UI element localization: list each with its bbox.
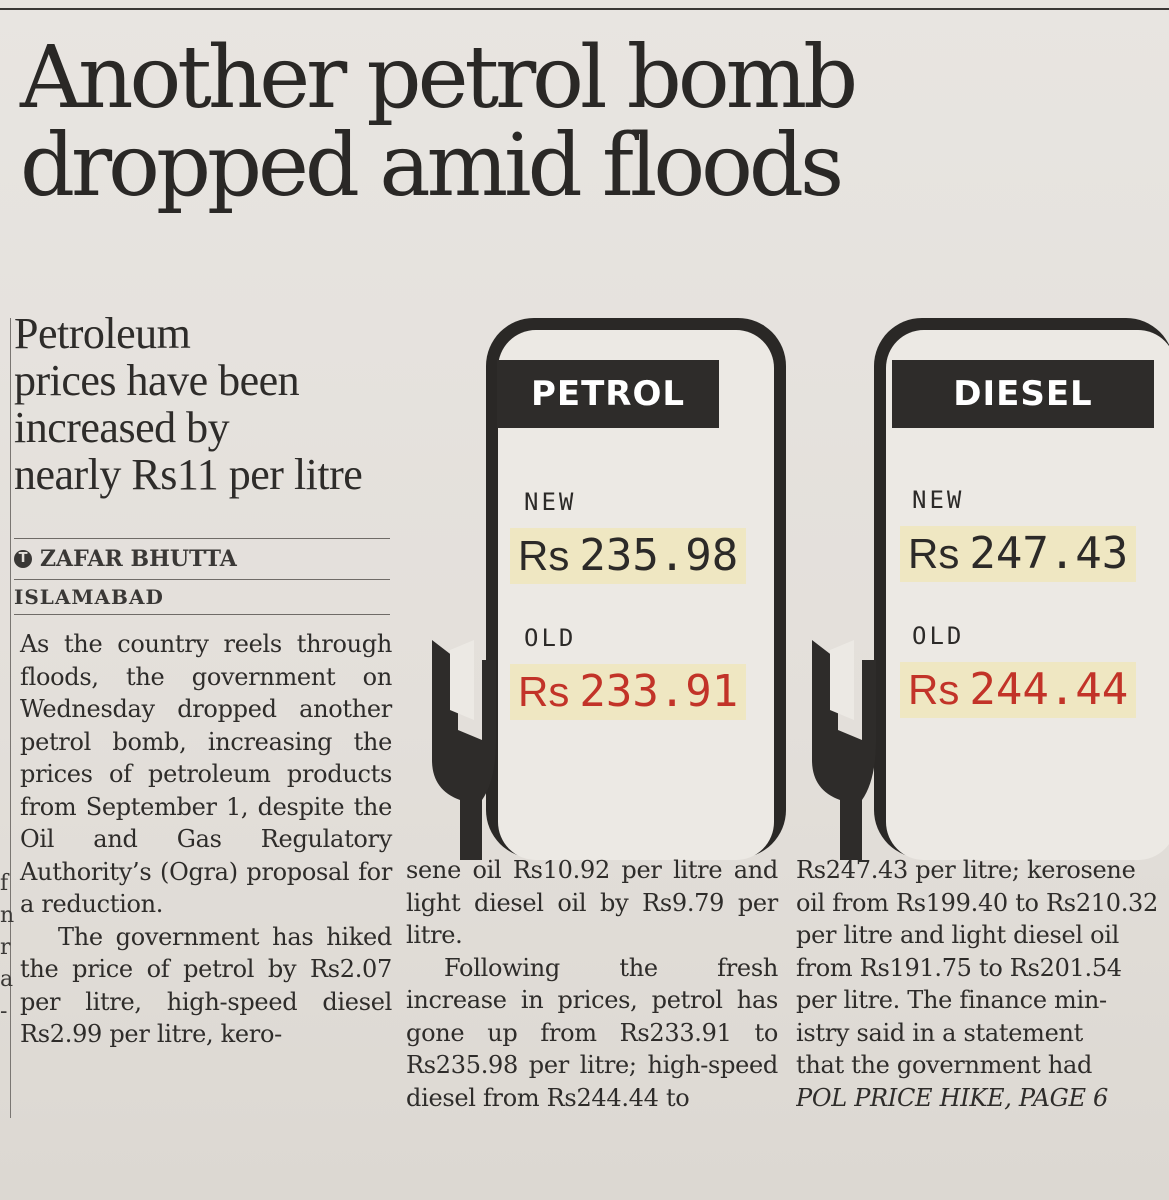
newspaper-logo-icon: T — [14, 550, 32, 568]
text-line: istry said in a statement — [796, 1018, 1083, 1047]
rule — [14, 538, 390, 539]
fragment: n — [0, 903, 15, 928]
byline: T ZAFAR BHUTTA — [14, 539, 390, 579]
text-line: that the government had — [796, 1051, 1093, 1079]
price-value: 244.44 — [969, 664, 1129, 715]
top-rule — [0, 8, 1169, 10]
fragment: - — [0, 999, 8, 1024]
diesel-new-label: NEW — [912, 486, 965, 514]
body-column-3: Rs247.43 per litre; kerosene oil from Rs… — [796, 854, 1169, 1114]
adjacent-column-fragments: f n r a - — [0, 868, 15, 1108]
fragment: f — [0, 871, 9, 896]
text-line: Rs247.43 per litre; kerosene — [796, 856, 1136, 884]
column-rule — [10, 318, 11, 1118]
byline-block: T ZAFAR BHUTTA ISLAMABAD — [14, 538, 390, 615]
dateline: ISLAMABAD — [14, 585, 164, 609]
rule — [14, 579, 390, 580]
currency: Rs — [518, 532, 570, 579]
continued-on-page: POL PRICE HIKE, PAGE 6 — [796, 1083, 1108, 1112]
body-column-2: sene oil Rs10.92 per litre and light die… — [406, 854, 778, 1114]
paragraph: The government has hiked the price of pe… — [20, 922, 392, 1049]
petrol-old-price: Rs 233.91 — [510, 664, 747, 720]
petrol-label: PETROL — [530, 374, 686, 414]
currency: Rs — [908, 530, 960, 577]
diesel-old-price: Rs 244.44 — [900, 662, 1137, 718]
deck-line: nearly Rs11 per litre — [14, 450, 363, 499]
petrol-new-label: NEW — [524, 488, 577, 516]
subheadline: Petroleum prices have been increased by … — [14, 310, 414, 498]
fuel-pump-graphic: PETROL NEW Rs 235.98 OLD Rs 233.91 DIESEL … — [400, 300, 1169, 860]
text-line: oil from Rs199.40 to Rs210.32 — [796, 888, 1158, 917]
diesel-new-price: Rs 247.43 — [900, 526, 1137, 582]
paragraph: sene oil Rs10.92 per litre and light die… — [406, 856, 778, 949]
fragment: a — [0, 967, 14, 992]
deck-line: prices have been — [14, 356, 300, 405]
rule — [14, 614, 390, 615]
body-column-1: As the country reels through floods, the… — [20, 628, 392, 1051]
deck-line: increased by — [14, 403, 230, 452]
price-value: 233.91 — [579, 666, 739, 717]
diesel-label: DIESEL — [953, 374, 1093, 414]
deck-line: Petroleum — [14, 309, 191, 358]
price-value: 247.43 — [969, 528, 1129, 579]
text-line: from Rs191.75 to Rs201.54 — [796, 953, 1122, 982]
fragment: r — [0, 935, 11, 960]
diesel-old-label: OLD — [912, 622, 965, 650]
paragraph: As the country reels through floods, the… — [20, 630, 392, 918]
paragraph: Following the fresh increase in prices, … — [406, 953, 778, 1112]
text-line: per litre. The finance min- — [796, 986, 1107, 1014]
fuel-pump-icon — [432, 318, 1169, 860]
petrol-new-price: Rs 235.98 — [510, 528, 747, 584]
headline-line: dropped amid floods — [20, 116, 844, 216]
price-value: 235.98 — [579, 530, 739, 581]
text-line: per litre and light diesel oil — [796, 921, 1120, 949]
author-name: ZAFAR BHUTTA — [40, 546, 237, 572]
currency: Rs — [908, 666, 960, 713]
currency: Rs — [518, 668, 570, 715]
headline-line: Another petrol bomb — [20, 28, 858, 128]
headline: Another petrol bomb dropped amid floods — [20, 28, 858, 216]
petrol-old-label: OLD — [524, 624, 577, 652]
